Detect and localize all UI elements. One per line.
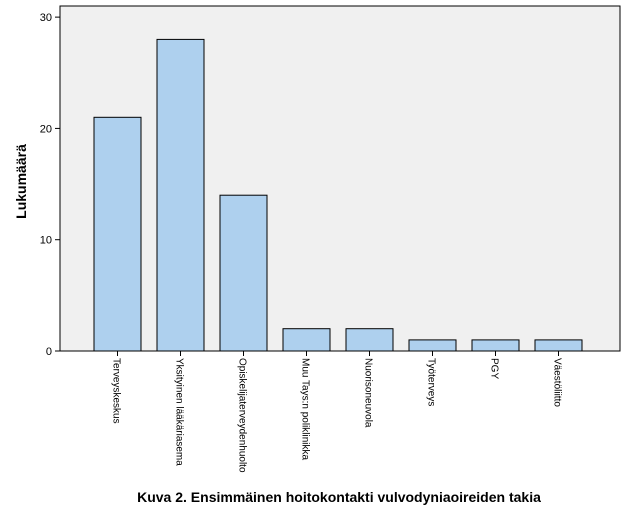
bar-3 bbox=[219, 194, 268, 352]
bar-1 bbox=[93, 116, 142, 352]
plot-area bbox=[59, 5, 621, 352]
bar-2 bbox=[156, 38, 205, 352]
x-category-label: Opiskelijaterveydenhuolto bbox=[237, 358, 248, 473]
y-axis: 0 10 20 30 bbox=[40, 12, 60, 358]
bar-6 bbox=[408, 339, 457, 352]
figure-caption: Kuva 2. Ensimmäinen hoitokontakti vulvod… bbox=[137, 489, 541, 505]
bar-7 bbox=[471, 339, 520, 352]
x-category-label: Väestöliitto bbox=[552, 358, 563, 407]
x-category-label: Työterveys bbox=[426, 358, 437, 406]
y-tick-label: 30 bbox=[40, 12, 52, 24]
bar-4 bbox=[282, 328, 331, 352]
x-category-label: PGY bbox=[489, 358, 500, 379]
y-tick-label: 20 bbox=[40, 123, 52, 135]
y-tick-label: 0 bbox=[46, 346, 52, 358]
x-category-label: Nuorisoneuvola bbox=[363, 358, 374, 428]
x-category-label: Terveyskeskus bbox=[111, 358, 122, 424]
bars-group bbox=[93, 38, 583, 352]
x-category-label: Yksityinen lääkäriasema bbox=[174, 358, 185, 466]
x-category-label: Muu Tays:n poliklinikka bbox=[300, 358, 311, 461]
x-axis: Terveyskeskus Yksityinen lääkäriasema Opis… bbox=[111, 351, 563, 473]
y-axis-title: Lukumäärä bbox=[13, 144, 29, 219]
y-tick-label: 10 bbox=[40, 235, 52, 247]
bar-8 bbox=[534, 339, 583, 352]
bar-5 bbox=[345, 328, 394, 352]
